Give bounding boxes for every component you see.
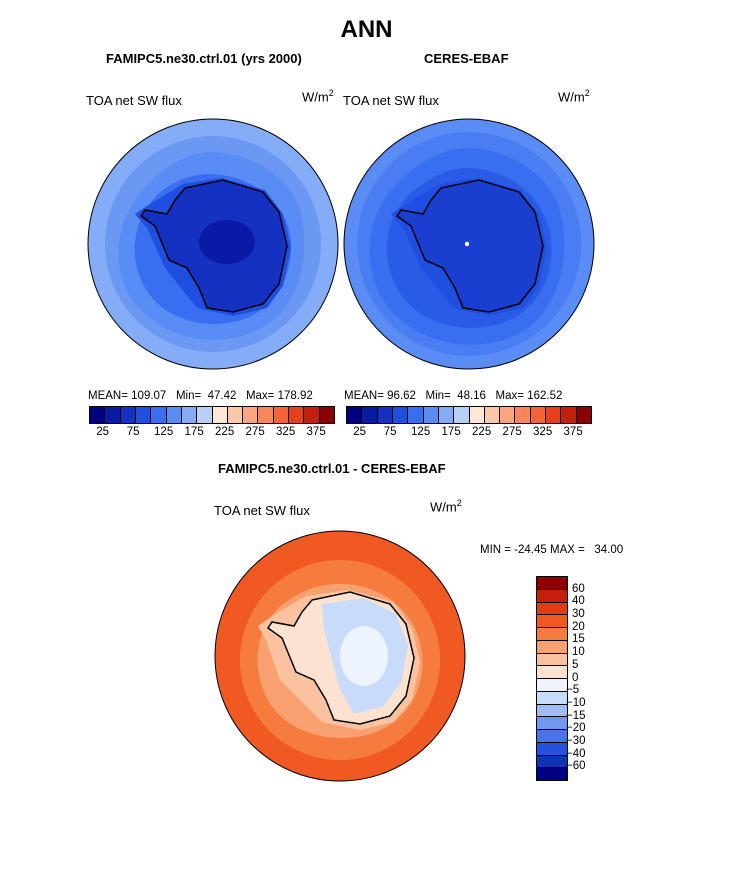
difference-colorbar-tick-label: −60 <box>566 760 586 773</box>
panel-2-colorbar-color-box <box>347 407 363 423</box>
panel-2-units: W/m2 <box>558 88 590 105</box>
panel-2-colorbar-color-box <box>576 407 591 423</box>
panel-1-colorbar-color-box <box>151 407 167 423</box>
panel-1-colorbar-color-box <box>273 407 290 423</box>
difference-colorbar-box <box>537 691 567 705</box>
difference-colorbar-box <box>537 589 567 603</box>
panel-2-colorbar-tick-label: 225 <box>472 426 492 438</box>
panel-1-colorbar-color-box <box>166 407 182 423</box>
panel-1-colorbar-tick-label: 275 <box>245 426 265 438</box>
difference-units: W/m2 <box>430 498 462 515</box>
panel-1-colorbar-tick-label: 175 <box>184 426 204 438</box>
model-polar-map <box>87 118 339 370</box>
difference-colorbar-tick-label: 30 <box>572 608 585 621</box>
panel-2-colorbar-color-box <box>500 407 516 423</box>
panel-1-stats: MEAN= 109.07 Min= 47.42 Max= 178.92 <box>88 390 313 402</box>
difference-colorbar-box <box>537 653 567 667</box>
difference-colorbar-tick-label: 60 <box>572 582 585 595</box>
panel-1-variable: TOA net SW flux <box>86 93 182 108</box>
panel-2-colorbar-color-box <box>469 407 485 423</box>
difference-colorbar <box>536 576 568 781</box>
panel-2-colorbar-color-box <box>546 407 562 423</box>
difference-colorbar-box <box>537 742 567 756</box>
panel-2-colorbar-color-box <box>408 407 424 423</box>
difference-colorbar-tick-label: −40 <box>566 747 586 760</box>
panel-1-colorbar-color-box <box>258 407 274 423</box>
figure-title: ANN <box>340 16 393 43</box>
panel-1-colorbar-tick-label: 325 <box>276 426 296 438</box>
panel-1-colorbar-color-box <box>197 407 213 423</box>
difference-minmax: MIN = -24.45 MAX = 34.00 <box>480 544 624 556</box>
difference-colorbar-tick-label: 40 <box>572 595 585 608</box>
panel-2-variable: TOA net SW flux <box>343 93 439 108</box>
difference-colorbar-tick-label: 0 <box>572 671 579 684</box>
panel-2-colorbar-color-box <box>392 407 409 423</box>
difference-colorbar-ticks: 60 40 30 20 15 10 5 0 −5 −10 −15 −20 −30 −40 −60 <box>566 576 612 779</box>
panel-1-colorbar-color-box <box>227 407 244 423</box>
panel-2-colorbar-tick-label: 175 <box>441 426 461 438</box>
difference-colorbar-box <box>537 666 567 679</box>
difference-colorbar-tick-label: −30 <box>566 734 586 747</box>
panel-2-colorbar-color-box <box>484 407 501 423</box>
difference-colorbar-box <box>537 717 567 730</box>
panel-1-colorbar-tick-label: 75 <box>126 426 140 438</box>
panel-1-colorbar-color-box <box>319 407 334 423</box>
panel-1-colorbar-color-box <box>105 407 121 423</box>
difference-colorbar-tick-label: −15 <box>566 709 586 722</box>
difference-colorbar-box <box>537 704 567 718</box>
panel-2-colorbar <box>346 406 592 424</box>
panel-2-colorbar-color-box <box>362 407 378 423</box>
difference-colorbar-tick-label: −20 <box>566 722 586 735</box>
panel-2-colorbar-color-box <box>515 407 531 423</box>
panel-2-colorbar-color-box <box>377 407 393 423</box>
difference-colorbar-tick-label: −5 <box>566 684 580 697</box>
panel-1-colorbar-color-box <box>120 407 136 423</box>
difference-colorbar-box <box>537 679 567 692</box>
panel-1-colorbar-color-box <box>304 407 320 423</box>
panel-1-colorbar <box>89 406 335 424</box>
observation-polar-map <box>343 118 595 370</box>
difference-colorbar-tick-label: 15 <box>572 633 585 646</box>
panel-2-colorbar-color-box <box>530 407 547 423</box>
panel-2-stats: MEAN= 96.62 Min= 48.16 Max= 162.52 <box>344 390 563 402</box>
difference-colorbar-box <box>537 628 567 641</box>
panel-1-colorbar-color-box <box>212 407 228 423</box>
panel-1-colorbar-color-box <box>90 407 106 423</box>
panel-2-colorbar-tick-label: 325 <box>533 426 553 438</box>
panel-2-colorbar-tick-label: 75 <box>383 426 397 438</box>
panel-1-colorbar-color-box <box>243 407 259 423</box>
panel-2-colorbar-tick-label: 125 <box>411 426 431 438</box>
panel-2-colorbar-color-box <box>561 407 577 423</box>
difference-colorbar-tick-label: 20 <box>572 620 585 633</box>
panel-1-colorbar-tick-label: 125 <box>154 426 174 438</box>
panel-1-colorbar-color-box <box>135 407 152 423</box>
difference-colorbar-box <box>537 768 567 780</box>
panel-2-colorbar-color-box <box>438 407 455 423</box>
panel-2-title: CERES-EBAF <box>424 51 509 66</box>
panel-1-units: W/m2 <box>302 88 334 105</box>
difference-colorbar-box <box>537 730 567 743</box>
panel-2-colorbar-color-box <box>423 407 439 423</box>
panel-1-title: FAMIPC5.ne30.ctrl.01 (yrs 2000) <box>106 51 302 66</box>
difference-colorbar-box <box>537 640 567 654</box>
panel-1-colorbar-tick-label: 375 <box>306 426 326 438</box>
difference-colorbar-box <box>537 615 567 628</box>
panel-2-colorbar-tick-label: 25 <box>353 426 367 438</box>
difference-colorbar-tick-label: −10 <box>566 696 586 709</box>
difference-colorbar-tick-label: 10 <box>572 646 585 659</box>
difference-colorbar-box <box>537 577 567 590</box>
panel-1-colorbar-tick-label: 225 <box>215 426 235 438</box>
panel-1-colorbar-color-box <box>289 407 305 423</box>
difference-colorbar-box <box>537 602 567 616</box>
difference-variable: TOA net SW flux <box>214 503 310 518</box>
panel-2-colorbar-tick-label: 375 <box>563 426 583 438</box>
difference-polar-map <box>214 530 466 782</box>
panel-1-colorbar-tick-label: 25 <box>96 426 110 438</box>
panel-2-colorbar-color-box <box>454 407 470 423</box>
difference-colorbar-tick-label: 5 <box>572 658 579 671</box>
difference-title: FAMIPC5.ne30.ctrl.01 - CERES-EBAF <box>218 461 446 476</box>
difference-colorbar-box <box>537 755 567 769</box>
panel-2-colorbar-tick-label: 275 <box>502 426 522 438</box>
panel-1-colorbar-color-box <box>181 407 198 423</box>
